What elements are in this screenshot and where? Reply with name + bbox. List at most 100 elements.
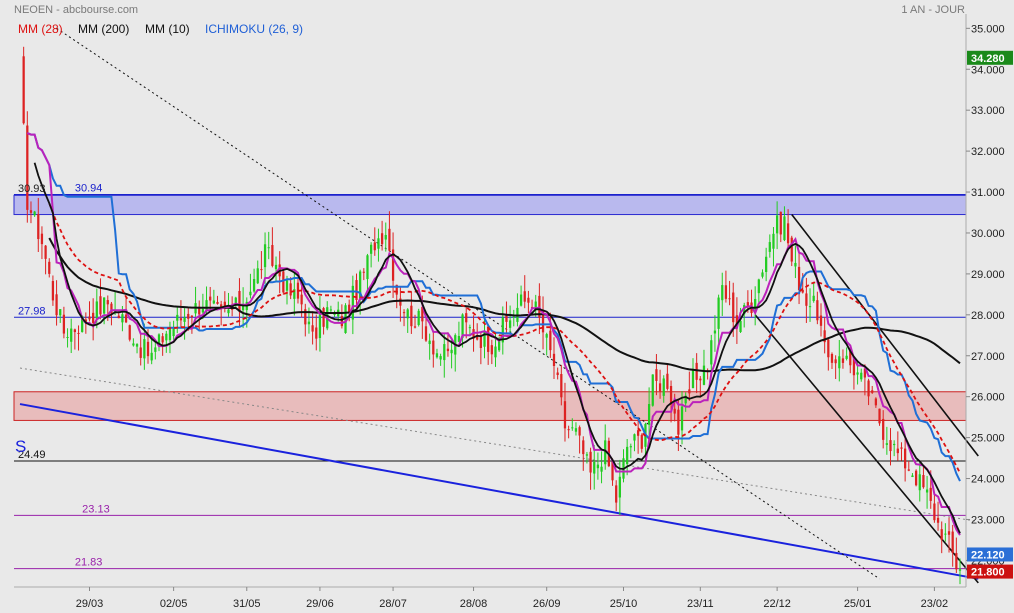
candle	[252, 268, 256, 293]
candle-body	[629, 446, 632, 448]
candle-body	[940, 529, 943, 540]
candle-body	[951, 531, 954, 553]
candle-body	[406, 309, 409, 319]
candle-body	[26, 125, 29, 210]
candle	[907, 460, 910, 472]
candle-body	[885, 443, 888, 445]
candle	[508, 305, 512, 337]
candle	[172, 320, 175, 341]
signal-marker[interactable]: S	[15, 437, 26, 456]
candle-body	[377, 238, 380, 249]
symbol-title: NEOEN - abcbourse.com	[14, 4, 138, 16]
candle-body	[121, 314, 124, 323]
price-badge-label: 22.120	[971, 549, 1005, 561]
candle-body	[783, 216, 786, 241]
candle	[479, 332, 482, 365]
candle	[399, 287, 402, 322]
candle	[896, 431, 899, 461]
candle-body	[633, 434, 636, 441]
candle	[443, 334, 446, 378]
candle	[571, 418, 574, 431]
candle-body	[732, 292, 735, 323]
legend-mm10[interactable]: MM (10)	[145, 22, 190, 36]
candle-body	[560, 374, 563, 398]
candle	[461, 313, 464, 348]
mm10-line	[33, 162, 961, 534]
x-tick-label: 26/09	[533, 598, 561, 610]
candle	[699, 376, 702, 398]
candle-body	[878, 408, 881, 424]
candle	[860, 368, 863, 382]
candle-body	[501, 317, 504, 343]
candle-body	[757, 279, 760, 294]
candle	[823, 316, 826, 354]
legend-ichimoku[interactable]: ICHIMOKU (26, 9)	[205, 22, 303, 36]
candle	[552, 337, 556, 380]
candle-body	[483, 331, 486, 347]
legend-mm28[interactable]: MM (28)	[18, 22, 63, 36]
candle-body	[494, 346, 497, 358]
candle	[794, 245, 797, 279]
candle	[604, 424, 607, 470]
candle	[66, 328, 69, 348]
level-label-0: 30.94	[75, 182, 103, 194]
candle-body	[267, 247, 270, 249]
candle-body	[351, 285, 354, 320]
candle	[717, 294, 720, 346]
candle	[48, 258, 51, 278]
candle	[629, 443, 632, 459]
candle-body	[699, 378, 702, 381]
candle	[424, 315, 428, 342]
candle-body	[263, 244, 267, 268]
candle	[728, 280, 731, 306]
candle-body	[128, 325, 131, 340]
candle-body	[366, 255, 369, 280]
candle-body	[889, 440, 892, 452]
candle-body	[655, 369, 658, 381]
candle-body	[198, 306, 201, 315]
candle-body	[168, 329, 172, 341]
candle-body	[666, 373, 669, 389]
candle	[388, 211, 391, 252]
candle	[432, 332, 435, 368]
candle-body	[190, 315, 194, 317]
candle	[406, 308, 409, 333]
candle-body	[567, 429, 570, 431]
candle-body	[626, 446, 629, 465]
candle	[808, 288, 812, 322]
candle-body	[801, 289, 804, 293]
candle	[830, 352, 834, 370]
candle-body	[717, 297, 720, 329]
candle-body	[896, 448, 899, 454]
candle-body	[150, 352, 153, 361]
candle	[322, 306, 325, 335]
x-tick-label: 25/01	[844, 598, 872, 610]
candle	[44, 244, 47, 275]
candle-body	[304, 309, 307, 325]
candle	[150, 339, 153, 365]
candle-body	[805, 293, 808, 306]
candle-body	[867, 380, 870, 397]
y-tick-label: 26.000	[971, 392, 1005, 404]
candle-body	[754, 298, 757, 310]
candle	[658, 369, 662, 399]
candle-body	[600, 466, 603, 472]
price-badge-bg	[967, 547, 1013, 562]
candle	[446, 332, 450, 357]
candle	[395, 284, 398, 309]
candle	[556, 367, 559, 380]
legend-mm200[interactable]: MM (200)	[78, 22, 129, 36]
candle-body	[914, 470, 918, 486]
candle	[925, 475, 929, 509]
candle	[863, 364, 867, 396]
zone-resistance	[13, 194, 967, 216]
candle	[417, 308, 420, 327]
candle	[274, 256, 278, 283]
candle	[304, 303, 307, 337]
candle-body	[578, 427, 581, 436]
price-badge-label: 21.800	[971, 567, 1005, 579]
y-tick-label: 23.000	[971, 514, 1005, 526]
candle-body	[176, 314, 179, 321]
candle	[519, 285, 523, 307]
